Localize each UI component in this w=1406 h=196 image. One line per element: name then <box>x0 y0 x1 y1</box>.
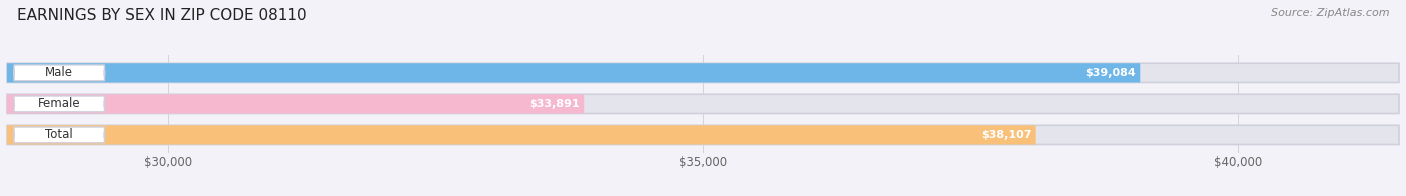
Text: Source: ZipAtlas.com: Source: ZipAtlas.com <box>1271 8 1389 18</box>
FancyBboxPatch shape <box>7 125 1036 144</box>
FancyBboxPatch shape <box>14 96 104 112</box>
FancyBboxPatch shape <box>7 63 1140 83</box>
Text: Male: Male <box>45 66 73 79</box>
Text: Total: Total <box>45 128 73 141</box>
FancyBboxPatch shape <box>7 125 1399 144</box>
Text: $39,084: $39,084 <box>1085 68 1136 78</box>
FancyBboxPatch shape <box>14 65 104 81</box>
FancyBboxPatch shape <box>7 94 585 113</box>
Text: $38,107: $38,107 <box>981 130 1032 140</box>
Text: EARNINGS BY SEX IN ZIP CODE 08110: EARNINGS BY SEX IN ZIP CODE 08110 <box>17 8 307 23</box>
Text: Female: Female <box>38 97 80 110</box>
FancyBboxPatch shape <box>7 63 1399 83</box>
FancyBboxPatch shape <box>14 127 104 143</box>
FancyBboxPatch shape <box>7 94 1399 113</box>
Text: $33,891: $33,891 <box>530 99 581 109</box>
